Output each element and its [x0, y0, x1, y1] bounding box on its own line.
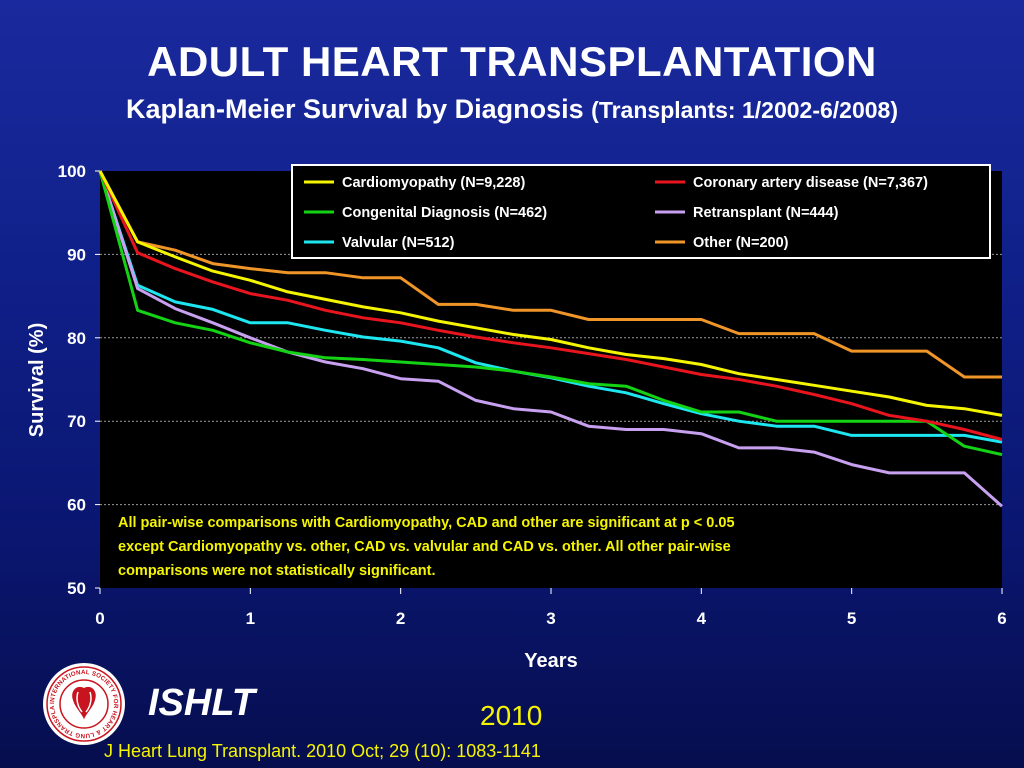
- significance-note: All pair-wise comparisons with Cardiomyo…: [108, 510, 884, 580]
- legend-label-1: Cardiomyopathy (N=9,228): [342, 175, 525, 191]
- y-tick-label-70: 70: [67, 412, 86, 431]
- x-tick-label-0: 0: [95, 609, 104, 628]
- subtitle-main: Kaplan-Meier Survival by Diagnosis: [126, 94, 584, 124]
- ishlt-logo: INTERNATIONAL SOCIETY FOR HEART & LUNG T…: [42, 662, 125, 745]
- subtitle-date-range: (Transplants: 1/2002-6/2008): [591, 97, 898, 123]
- org-name: ISHLT: [148, 682, 255, 724]
- axis-ticks: 50 60 70 80 90 100 0 1 2 3 4 5 6: [58, 162, 1007, 628]
- series-line-other: [98, 170, 1002, 379]
- y-tick-label-100: 100: [58, 162, 86, 181]
- x-tick-label-4: 4: [697, 609, 707, 628]
- y-tick-label-90: 90: [67, 245, 86, 264]
- y-axis-label: Survival (%): [26, 323, 48, 437]
- x-tick-label-1: 1: [246, 609, 255, 628]
- annotation-box: [108, 510, 884, 580]
- annotation-line-2: except Cardiomyopathy vs. other, CAD vs.…: [118, 539, 731, 555]
- series-line-congenital: [98, 170, 1003, 457]
- y-tick-label-80: 80: [67, 329, 86, 348]
- series-line-cardiomyopathy: [98, 170, 1003, 417]
- legend-label-3: Congenital Diagnosis (N=462): [342, 205, 547, 221]
- slide-subtitle: Kaplan-Meier Survival by Diagnosis (Tran…: [0, 94, 1024, 125]
- legend-label-6: Other (N=200): [693, 235, 789, 251]
- x-tick-label-6: 6: [997, 609, 1006, 628]
- y-tick-label-60: 60: [67, 496, 86, 515]
- report-year: 2010: [480, 700, 543, 731]
- x-tick-label-2: 2: [396, 609, 405, 628]
- series-lines: [98, 170, 1003, 508]
- journal-citation: J Heart Lung Transplant. 2010 Oct; 29 (1…: [104, 741, 541, 761]
- annotation-line-3: comparisons were not statistically signi…: [118, 563, 435, 579]
- x-axis-label: Years: [524, 650, 577, 672]
- legend-label-5: Valvular (N=512): [342, 235, 455, 251]
- legend-label-2: Coronary artery disease (N=7,367): [693, 175, 928, 191]
- y-tick-label-50: 50: [67, 579, 86, 598]
- legend-box: [291, 164, 991, 259]
- legend-label-4: Retransplant (N=444): [693, 205, 839, 221]
- series-line-coronary: [98, 170, 1003, 441]
- x-tick-label-3: 3: [546, 609, 555, 628]
- legend: Cardiomyopathy (N=9,228) Coronary artery …: [291, 164, 991, 259]
- slide-title: ADULT HEART TRANSPLANTATION: [147, 38, 877, 85]
- annotation-line-1: All pair-wise comparisons with Cardiomyo…: [118, 515, 735, 531]
- series-line-retransplant: [98, 170, 1003, 508]
- x-tick-label-5: 5: [847, 609, 856, 628]
